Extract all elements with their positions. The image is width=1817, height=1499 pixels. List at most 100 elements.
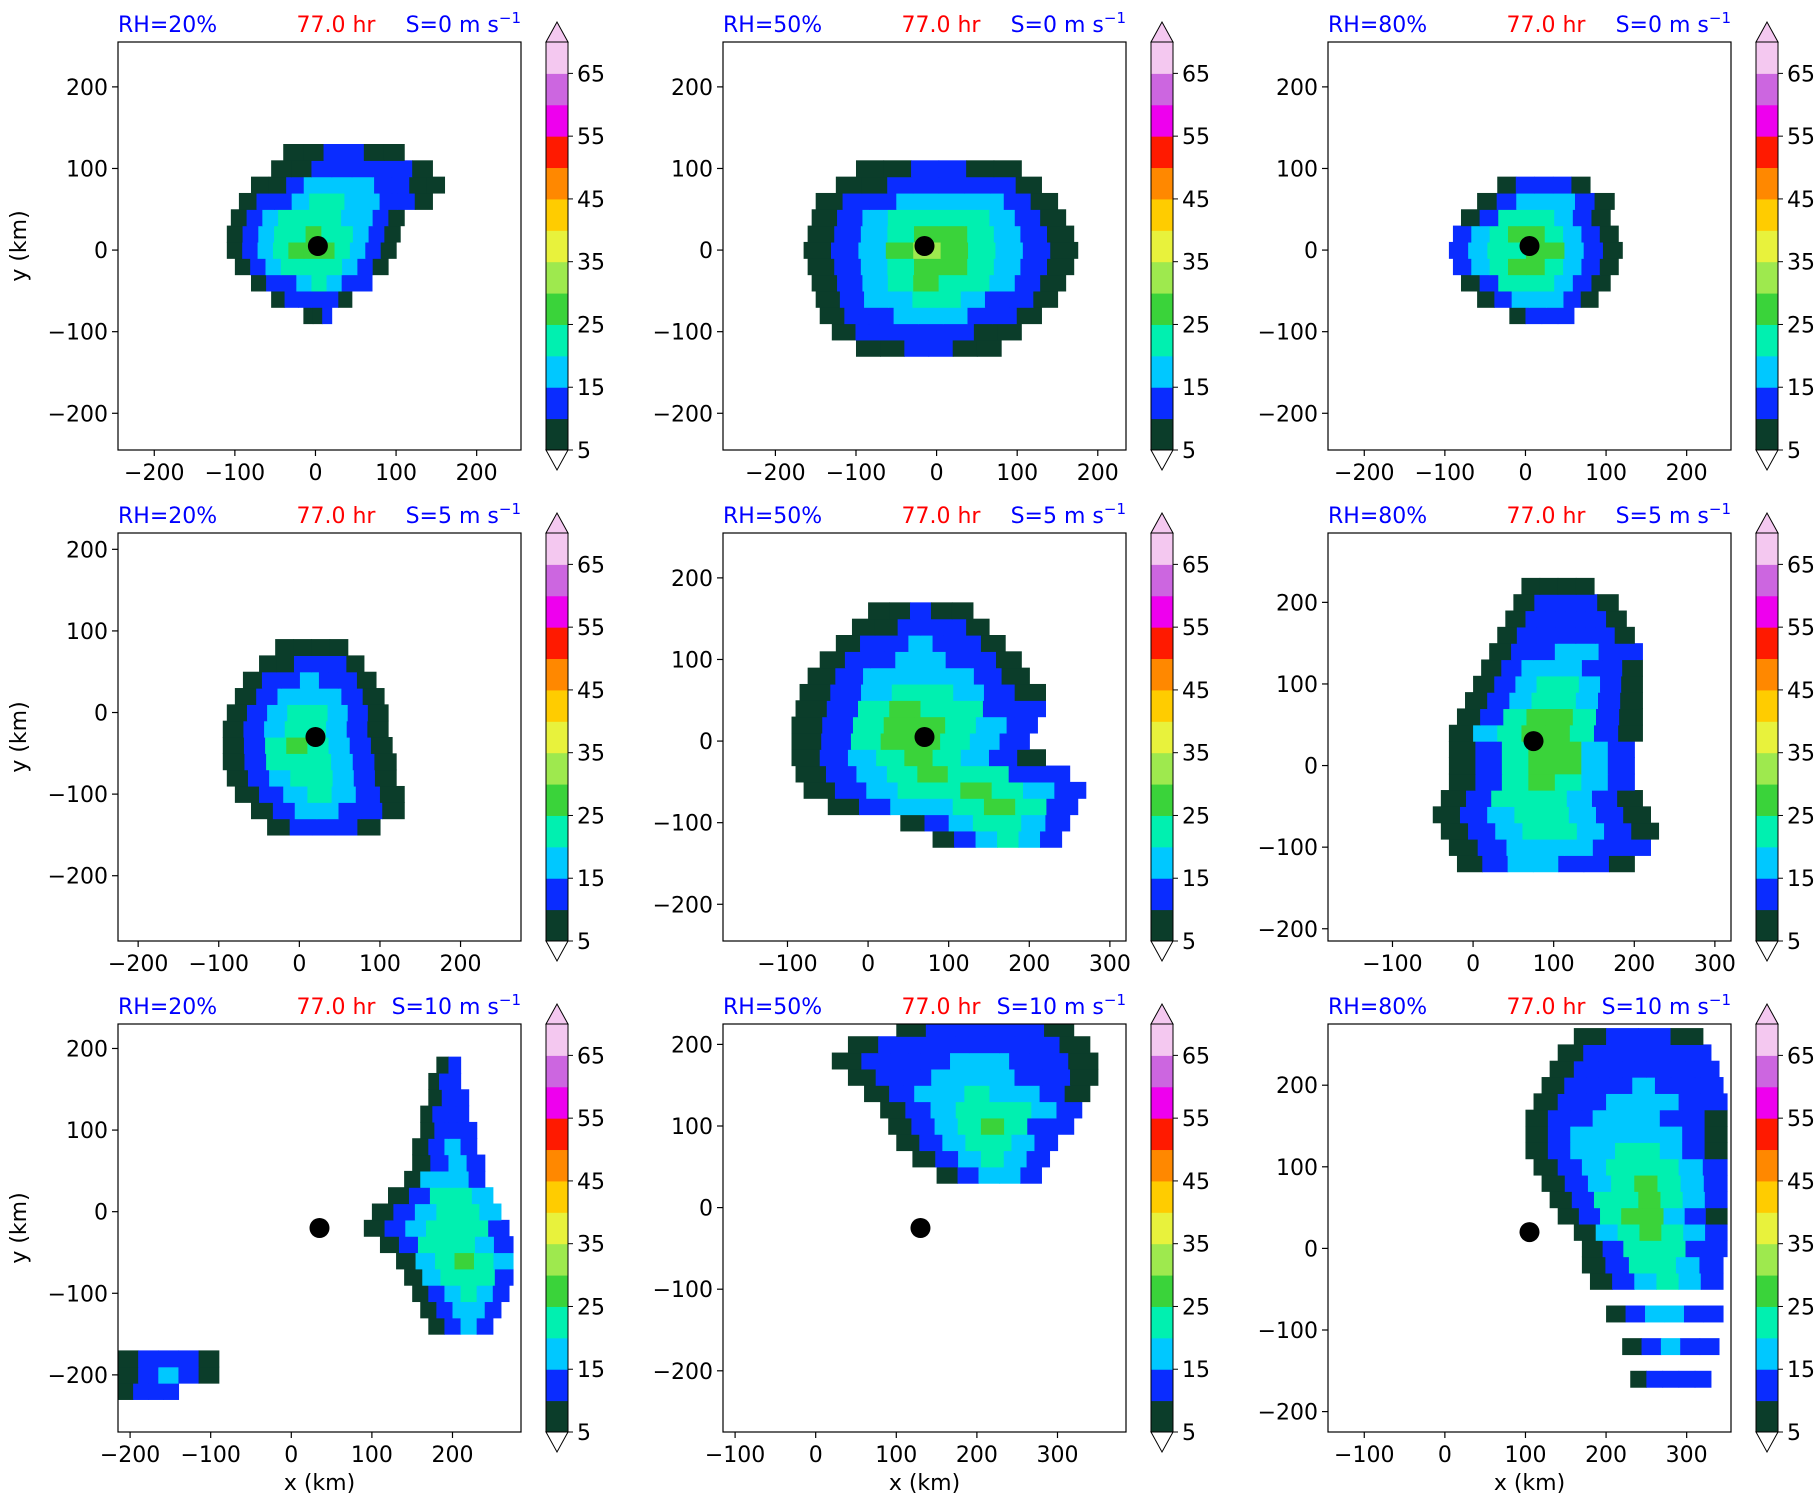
x-tick-label: −100 <box>1415 461 1475 486</box>
wind-cell <box>807 667 836 685</box>
wind-cell <box>1554 643 1578 661</box>
colorbar-segment <box>546 564 568 597</box>
wind-cell <box>980 635 1006 652</box>
wind-cell <box>222 720 245 738</box>
y-tick-label: −200 <box>653 402 713 427</box>
wind-cell <box>1477 290 1495 308</box>
x-tick-label: −100 <box>189 952 249 977</box>
wind-cell <box>1591 209 1611 227</box>
wind-cell <box>956 635 982 652</box>
wind-cell <box>397 192 416 210</box>
colorbar-segment <box>1151 1212 1173 1245</box>
wind-cell <box>380 241 397 259</box>
shear-label-text: S=0 m s <box>1616 13 1709 38</box>
wind-cell <box>234 785 260 803</box>
colorbar-tick-label: 35 <box>1182 742 1210 767</box>
wind-cell <box>230 209 248 227</box>
wind-cell <box>972 814 998 832</box>
wind-cell <box>931 1068 960 1086</box>
colorbar-segment <box>546 1306 568 1339</box>
colorbar-segment <box>1756 658 1778 691</box>
wind-cell <box>277 688 300 705</box>
wind-cell <box>890 798 923 816</box>
wind-cell <box>259 655 278 673</box>
x-tick-label: −100 <box>180 1443 240 1468</box>
wind-cell <box>988 749 1018 767</box>
wind-cell <box>1602 1240 1624 1258</box>
wind-cell <box>1598 1060 1623 1078</box>
wind-cell <box>1625 1305 1646 1323</box>
shear-label-text: S=5 m s <box>406 504 499 529</box>
colorbar-segment <box>1756 689 1778 722</box>
wind-cell <box>1630 1093 1656 1111</box>
wind-cell <box>1605 1256 1630 1274</box>
colorbar-segment <box>546 1149 568 1182</box>
wind-cell <box>989 209 1016 227</box>
wind-cell <box>864 290 889 308</box>
wind-cell <box>1572 708 1597 726</box>
wind-cell <box>1576 594 1598 612</box>
wind-cell <box>1482 855 1509 873</box>
wind-cell <box>467 1219 489 1237</box>
wind-cell <box>1592 1142 1616 1160</box>
wind-cell <box>1525 610 1547 628</box>
wind-cell <box>1549 822 1578 840</box>
colorbar-tick-label: 65 <box>1787 1044 1815 1069</box>
rh-label: RH=20% <box>118 995 217 1020</box>
wind-cell <box>887 225 915 243</box>
wind-cell <box>1622 1338 1643 1356</box>
wind-cell <box>466 1154 486 1172</box>
wind-cell <box>887 176 914 194</box>
wind-cell <box>1607 773 1635 791</box>
colorbar-tick-label: 45 <box>1787 1170 1815 1195</box>
wind-cell <box>935 1150 959 1168</box>
wind-cell <box>409 176 428 194</box>
wind-cell <box>1014 1024 1045 1037</box>
wind-cell <box>274 225 291 243</box>
wind-cell <box>238 192 258 210</box>
time-label: 77.0 hr <box>902 504 982 529</box>
wind-cell <box>1638 1028 1672 1045</box>
colorbar-segment <box>546 1369 568 1402</box>
wind-cell <box>1570 1142 1594 1160</box>
wind-cell <box>286 737 309 754</box>
colorbar-extend-min <box>545 1431 569 1454</box>
wind-cell <box>1617 790 1643 807</box>
wind-cell <box>842 192 871 210</box>
time-label: 77.0 hr <box>1507 995 1587 1020</box>
wind-cell <box>1501 757 1529 775</box>
wind-cell <box>1503 708 1528 726</box>
wind-cell <box>1059 1036 1091 1054</box>
wind-cell <box>1571 176 1591 194</box>
wind-cell <box>347 704 369 722</box>
wind-cell <box>1039 765 1071 783</box>
wind-cell <box>455 1236 476 1254</box>
wind-cell <box>803 241 832 259</box>
x-tick-label: −100 <box>705 1443 765 1468</box>
wind-cell <box>1554 209 1574 227</box>
wind-cell <box>444 1285 462 1303</box>
wind-cell <box>268 176 287 194</box>
y-tick-label: 100 <box>66 1119 108 1144</box>
wind-cell <box>986 1068 1016 1086</box>
wind-cell <box>993 258 1022 276</box>
shear-unit-exponent: −1 <box>499 9 521 27</box>
x-tick-label: 300 <box>1694 952 1736 977</box>
x-axis-label: x (km) <box>1494 1471 1565 1496</box>
wind-cell <box>1515 176 1535 194</box>
wind-cell <box>1623 1240 1645 1258</box>
wind-cell <box>932 635 958 652</box>
shear-unit-exponent: −1 <box>1104 9 1126 27</box>
wind-cell <box>428 1138 446 1156</box>
y-tick-label: 200 <box>1276 1074 1318 1099</box>
wind-cell <box>1031 1101 1058 1119</box>
panel-7: −200 −100 0 100 200 −200 −100 0 100 200 RH=20% 77.0… <box>7 991 605 1496</box>
wind-cell <box>356 209 374 227</box>
wind-cell <box>1661 1223 1684 1241</box>
axes-frame <box>1327 1023 1732 1433</box>
y-tick-label: 200 <box>66 76 108 101</box>
wind-cell <box>1575 692 1599 710</box>
wind-cell <box>1473 675 1495 693</box>
wind-cell <box>900 814 926 832</box>
wind-cell <box>966 160 995 178</box>
